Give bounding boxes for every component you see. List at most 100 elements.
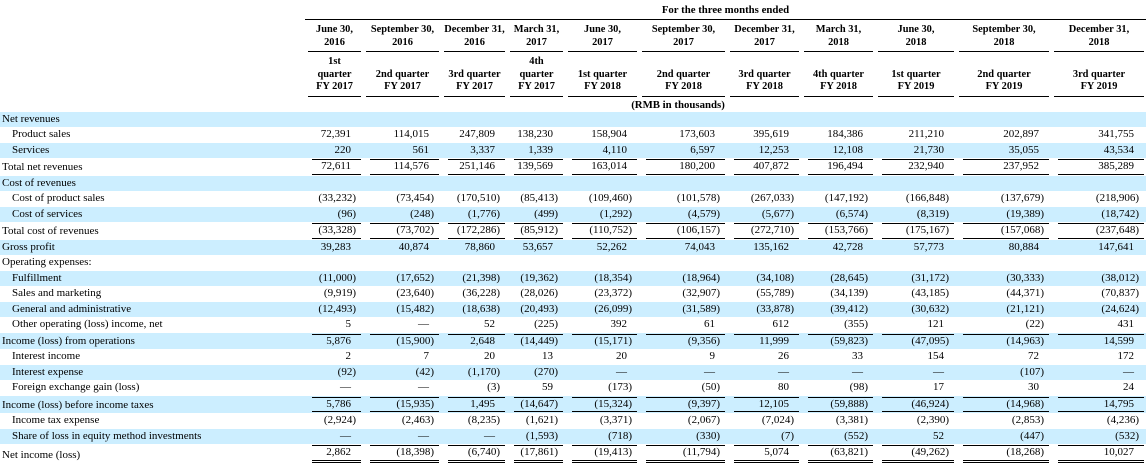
- value-cell: [801, 255, 875, 271]
- column-header-period-end: December 31, 2017: [727, 20, 801, 52]
- value-cell: 3,337: [470, 143, 495, 156]
- value-cell: [441, 176, 507, 192]
- value-cell: (43,185): [911, 287, 949, 299]
- value-cell: (3,371): [599, 414, 632, 426]
- value-cell: (101,578): [676, 192, 720, 204]
- table-row: Cost of product sales (33,232) (73,454) (17…: [0, 191, 1146, 207]
- table-row: Sales and marketing (9,919) (23,640) (36,22…: [0, 286, 1146, 302]
- value-cell: (218,906): [1095, 192, 1139, 204]
- value-cell: (15,482): [396, 302, 434, 315]
- value-cell: 202,897: [1003, 128, 1039, 140]
- value-cell: (30,333): [1006, 271, 1044, 284]
- value-cell: (499): [534, 207, 558, 220]
- value-cell: (14,449): [507, 333, 565, 350]
- row-label: Income (loss) from operations: [2, 334, 135, 347]
- value-cell: [507, 112, 565, 128]
- value-cell: —: [778, 365, 789, 378]
- value-cell: 43,534: [1103, 143, 1134, 156]
- value-cell: (2,067): [687, 414, 720, 426]
- value-cell: (47,095): [875, 333, 956, 350]
- value-cell: (153,766): [801, 222, 875, 240]
- value-cell: [363, 112, 441, 128]
- value-cell: (110,752): [565, 222, 639, 240]
- column-header-period-end: September 30, 2016: [363, 20, 441, 52]
- value-cell: 180,200: [639, 158, 727, 176]
- value-cell: (28,026): [520, 287, 558, 299]
- column-header-quarter: 3rd quarter FY 2018: [727, 52, 801, 97]
- value-cell: 57,773: [913, 240, 944, 253]
- value-cell: (17,652): [396, 271, 434, 284]
- row-label: Foreign exchange gain (loss): [12, 381, 140, 393]
- value-cell: 232,940: [875, 158, 956, 176]
- value-cell: [507, 176, 565, 192]
- table-row: Income (loss) from operations 5,876 (15,90…: [0, 332, 1146, 350]
- row-label: Cost of services: [12, 207, 83, 220]
- table-row: Services 220 561 3,337 1,339 4,110 6,597 12,253…: [0, 142, 1146, 158]
- column-header-quarter: 1st quarter FY 2019: [875, 52, 956, 97]
- value-cell: [565, 176, 639, 192]
- value-cell: (3,381): [835, 414, 868, 426]
- value-cell: 12,253: [758, 143, 789, 156]
- period-end-header-row: June 30, 2016 September 30, 2016 December …: [0, 20, 1146, 52]
- quarter-header-row: 1st quarter FY 2017 2nd quarter FY 2017 3r…: [0, 52, 1146, 97]
- value-cell: 20: [484, 350, 495, 362]
- value-cell: [639, 112, 727, 128]
- value-cell: (46,924): [875, 396, 956, 414]
- value-cell: 1,495: [441, 396, 507, 414]
- value-cell: —: [852, 365, 863, 378]
- value-cell: (18,964): [682, 271, 720, 284]
- unit-note-row: (RMB in thousands): [0, 97, 1146, 112]
- value-cell: (19,389): [1006, 207, 1044, 220]
- value-cell: (106,157): [639, 222, 727, 240]
- column-header-quarter: 2nd quarter FY 2018: [639, 52, 727, 97]
- value-cell: (15,171): [565, 333, 639, 350]
- row-label: Fulfillment: [12, 271, 62, 284]
- row-label: General and administrative: [12, 302, 132, 315]
- column-header-quarter: 3rd quarter FY 2019: [1051, 52, 1146, 97]
- value-cell: [956, 176, 1051, 192]
- table-row: Interest expense (92) (42) (1,170) (270) — — — —…: [0, 364, 1146, 380]
- value-cell: 163,014: [565, 158, 639, 176]
- value-cell: (55,789): [756, 287, 794, 299]
- value-cell: 1,339: [528, 143, 553, 156]
- value-cell: (36,228): [462, 287, 500, 299]
- value-cell: 154: [927, 350, 945, 362]
- unit-note: (RMB in thousands): [631, 98, 725, 111]
- value-cell: 147,641: [1098, 240, 1134, 253]
- value-cell: (33,878): [756, 302, 794, 315]
- value-cell: (9,919): [323, 287, 356, 299]
- value-cell: 11,999: [727, 333, 801, 350]
- table-row: Total net revenues 72,611 114,576 251,146 13…: [0, 158, 1146, 176]
- row-label: Operating expenses:: [2, 256, 92, 268]
- value-cell: (31,172): [911, 271, 949, 284]
- value-cell: (157,068): [956, 222, 1051, 240]
- table-row: Share of loss in equity method investmen…: [0, 428, 1146, 444]
- value-cell: —: [418, 429, 429, 442]
- value-cell: (70,837): [1101, 287, 1139, 299]
- value-cell: 52: [933, 429, 944, 442]
- value-cell: (2,853): [1011, 414, 1044, 426]
- value-cell: (8,235): [467, 414, 500, 426]
- value-cell: [441, 255, 507, 271]
- value-cell: 39,283: [320, 240, 351, 253]
- value-cell: 5: [345, 318, 352, 330]
- value-cell: —: [616, 365, 627, 378]
- value-cell: 20: [616, 350, 627, 362]
- value-cell: (552): [844, 429, 868, 442]
- value-cell: 114,576: [363, 158, 441, 176]
- column-header-period-end: June 30, 2016: [305, 20, 363, 52]
- value-cell: [565, 112, 639, 128]
- row-label: Other operating (loss) income, net: [12, 318, 163, 330]
- value-cell: 42,728: [832, 240, 863, 253]
- value-cell: 173,603: [679, 128, 715, 140]
- row-label: Cost of revenues: [2, 176, 76, 189]
- section-header-row: Cost of revenues: [0, 175, 1146, 192]
- value-cell: (225): [534, 318, 558, 330]
- row-label: Total cost of revenues: [2, 225, 99, 237]
- spacer-cell: [0, 52, 305, 97]
- value-cell: 431: [1117, 318, 1135, 330]
- value-cell: (38,012): [1101, 271, 1139, 284]
- value-cell: (2,390): [916, 414, 949, 426]
- value-cell: [956, 255, 1051, 271]
- value-cell: 12,108: [832, 143, 863, 156]
